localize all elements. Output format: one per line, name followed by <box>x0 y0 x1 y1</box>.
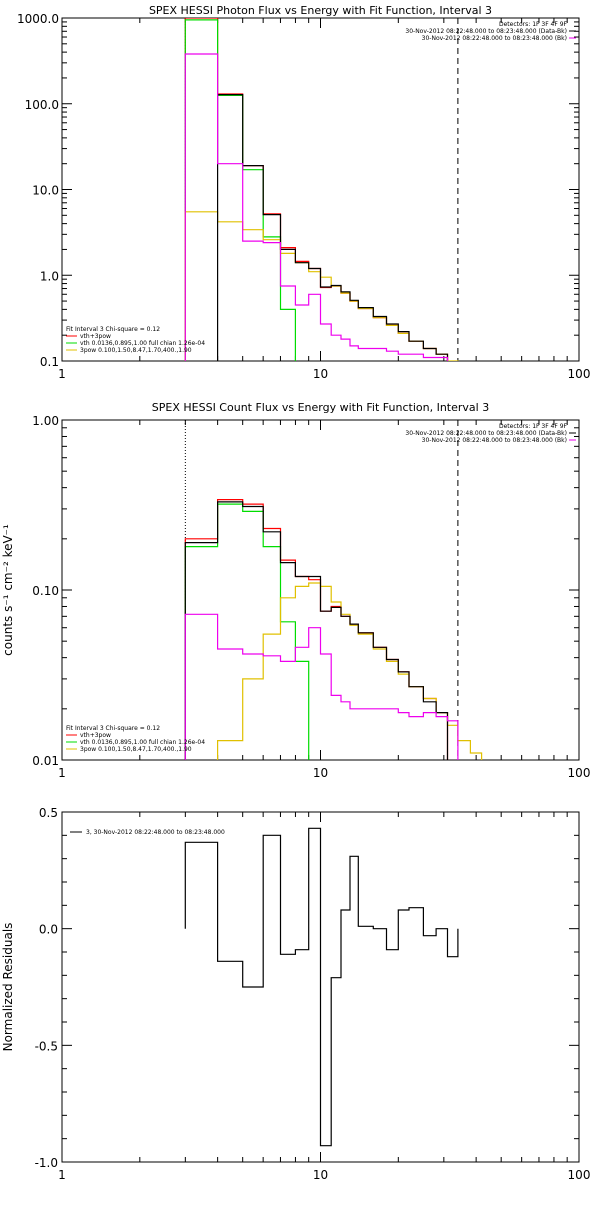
series-line-vth <box>184 503 310 760</box>
legend-entry: vth+3pow <box>80 732 111 739</box>
x-tick-label: 100 <box>568 766 591 780</box>
series-line-data-bk <box>184 501 449 760</box>
y-tick-label: 0.5 <box>39 806 58 820</box>
series-line-data-bk <box>217 94 449 361</box>
series-line-bk <box>184 53 449 361</box>
series-line-vth-3pow <box>184 499 449 760</box>
legend: 3, 30-Nov-2012 08:22:48.000 to 08:23:48.… <box>70 829 225 836</box>
y-tick-label: 100.0 <box>25 98 59 112</box>
legend-entry: 30-Nov-2012 08:22:48.000 to 08:23:48.000… <box>422 35 567 42</box>
legend-entry: Fit Interval 3 Chi-square = 0.12 <box>66 725 160 732</box>
x-tick-label: 1 <box>58 766 66 780</box>
x-tick-label: 10 <box>313 1168 328 1182</box>
legend-entry: vth 0.0136,0.895,1.00 full chian 1.26e-0… <box>80 340 205 347</box>
series-line-3pow <box>217 582 483 760</box>
chart-panel-3: 1 10 100 0.5 0.0 -0.5 -1.0 Normalized Residuals… <box>1 806 590 1182</box>
series-group <box>184 18 459 361</box>
series-line-bk <box>184 613 459 760</box>
y-tick-label: -1.0 <box>35 1156 58 1170</box>
y-tick-label: 1000.0 <box>17 12 59 26</box>
series-line-vth <box>184 19 296 361</box>
y-tick-label: 0.01 <box>32 754 59 768</box>
series-line-3-30-nov-2012-08-22-48-000-to-08-23-48-000 <box>184 827 459 1147</box>
y-axis: 1000.0 100.0 10.0 1.0 0.1 <box>17 12 579 369</box>
legend-entry: vth 0.0136,0.895,1.00 full chian 1.26e-0… <box>80 739 205 746</box>
x-tick-label: 1 <box>58 1168 66 1182</box>
legend-entry: vth+3pow <box>80 333 111 340</box>
legend-bottom-left: Fit Interval 3 Chi-square = 0.12vth+3pow… <box>66 725 205 753</box>
y-axis: 1.00 0.10 0.01 <box>32 414 579 768</box>
y-axis: 0.5 0.0 -0.5 -1.0 <box>35 806 579 1170</box>
legend-bottom-left: Fit Interval 3 Chi-square = 0.12vth+3pow… <box>66 326 205 354</box>
x-tick-label: 100 <box>568 367 591 381</box>
y-tick-label: 0.1 <box>40 355 59 369</box>
legend-entry: 30-Nov-2012 08:22:48.000 to 08:23:48.000… <box>405 430 567 437</box>
x-axis: 1 10 100 <box>58 812 590 1182</box>
y-tick-label: 0.0 <box>39 923 58 937</box>
series-group <box>184 827 459 1147</box>
series-line-3pow <box>184 211 459 361</box>
x-axis: 1 10 100 <box>58 420 590 780</box>
chart-title: SPEX HESSI Count Flux vs Energy with Fit… <box>152 401 489 414</box>
y-tick-label: 1.00 <box>32 414 59 428</box>
series-group <box>184 499 483 760</box>
y-tick-label: 0.10 <box>32 584 59 598</box>
x-tick-label: 1 <box>58 367 66 381</box>
legend-entry: 3pow 0.100,1.50,8.47,1.70,400.,1.90 <box>80 347 192 354</box>
chart-title: SPEX HESSI Photon Flux vs Energy with Fi… <box>149 4 492 17</box>
chart-panel-1: SPEX HESSI Photon Flux vs Energy with Fi… <box>17 4 590 381</box>
legend-entry: 30-Nov-2012 08:22:48.000 to 08:23:48.000… <box>422 437 567 444</box>
legend-entry: Fit Interval 3 Chi-square = 0.12 <box>66 326 160 333</box>
legend-entry: 3pow 0.100,1.50,8.47,1.70,400.,1.90 <box>80 746 192 753</box>
x-tick-label: 10 <box>313 367 328 381</box>
x-axis: 1 10 100 <box>58 18 590 381</box>
y-tick-label: 10.0 <box>32 184 59 198</box>
chart-panel-2: SPEX HESSI Count Flux vs Energy with Fit… <box>1 401 590 780</box>
legend-entry: Detectors: 1F 3F 4F 9F <box>499 423 568 430</box>
y-axis-label: counts s⁻¹ cm⁻² keV⁻¹ <box>1 524 15 656</box>
x-tick-label: 100 <box>568 1168 591 1182</box>
series-line-vth-3pow <box>184 18 449 361</box>
y-axis-label: Normalized Residuals <box>1 923 15 1052</box>
legend-entry: 30-Nov-2012 08:22:48.000 to 08:23:48.000… <box>405 28 567 35</box>
x-tick-label: 10 <box>313 766 328 780</box>
legend-entry: 3, 30-Nov-2012 08:22:48.000 to 08:23:48.… <box>86 829 225 836</box>
y-tick-label: 1.0 <box>40 269 59 283</box>
y-tick-label: -0.5 <box>35 1039 58 1053</box>
legend-entry: Detectors: 1F 3F 4F 9F <box>499 21 568 28</box>
